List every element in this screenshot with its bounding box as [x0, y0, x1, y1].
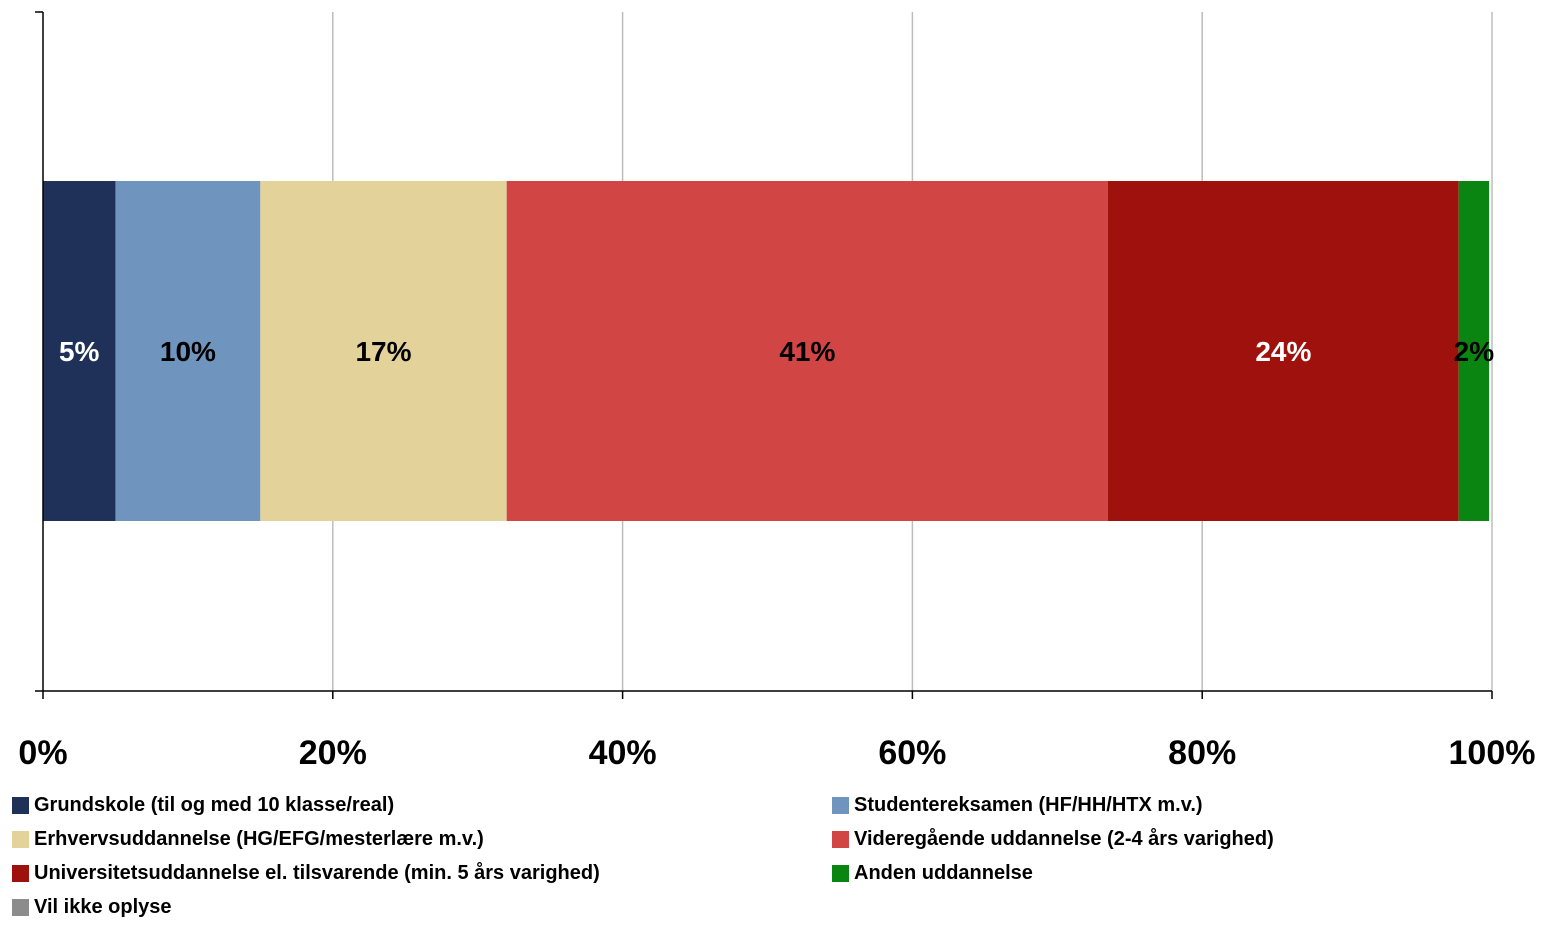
x-tick-label: 60% — [878, 734, 946, 772]
bar-segments — [43, 181, 1490, 521]
legend-item: Erhvervsuddannelse (HG/EFG/mesterlære m.… — [12, 824, 484, 854]
data-label: 24% — [1255, 336, 1311, 367]
legend-swatch — [12, 898, 29, 916]
bar-segment — [1108, 181, 1459, 521]
legend-label: Videregående uddannelse (2-4 års varighe… — [854, 827, 1274, 850]
legend-label: Erhvervsuddannelse (HG/EFG/mesterlære m.… — [34, 827, 484, 850]
legend-item: Vil ikke oplyse — [12, 892, 172, 922]
legend-swatch — [12, 864, 29, 882]
data-label: 10% — [160, 336, 216, 367]
bar-segment — [115, 181, 261, 521]
legend-label: Universitetsuddannelse el. tilsvarende (… — [34, 861, 600, 884]
legend-swatch — [832, 864, 849, 882]
legend-item: Videregående uddannelse (2-4 års varighe… — [832, 824, 1274, 854]
bar-segment — [260, 181, 507, 521]
data-label: 17% — [355, 336, 411, 367]
bar-segment — [1458, 181, 1490, 521]
x-tick-labels: 0% 20% 40% 60% 80% 100% — [18, 734, 1535, 772]
legend-item: Anden uddannelse — [832, 858, 1033, 888]
data-label: 41% — [779, 336, 835, 367]
x-tick-label: 20% — [299, 734, 367, 772]
data-label: 5% — [59, 336, 100, 367]
x-tick-label: 0% — [18, 734, 67, 772]
legend-swatch — [12, 796, 29, 814]
legend-swatch — [12, 830, 29, 848]
legend-label: Vil ikke oplyse — [34, 895, 172, 918]
data-label: 2% — [1454, 336, 1495, 367]
data-labels: 5% 10% 17% 41% 24% 2% — [59, 336, 1494, 367]
legend-swatch — [832, 830, 849, 848]
legend-item: Grundskole (til og med 10 klasse/real) — [12, 790, 394, 820]
legend-item: Studentereksamen (HF/HH/HTX m.v.) — [832, 790, 1203, 820]
bar-segment — [506, 181, 1109, 521]
legend-label: Studentereksamen (HF/HH/HTX m.v.) — [854, 793, 1203, 816]
legend-label: Grundskole (til og med 10 klasse/real) — [34, 793, 395, 816]
x-tick-label: 100% — [1449, 734, 1536, 772]
legend-label: Anden uddannelse — [854, 861, 1033, 884]
x-tick-label: 40% — [589, 734, 657, 772]
legend: Grundskole (til og med 10 klasse/real) St… — [12, 790, 1542, 930]
stacked-bar-chart: 5% 10% 17% 41% 24% 2% 0% 20% 40% 60% 80% 100% — [18, 11, 1535, 772]
bar-segment — [43, 181, 116, 521]
legend-item: Universitetsuddannelse el. tilsvarende (… — [12, 858, 600, 888]
legend-swatch — [832, 796, 849, 814]
x-tick-label: 80% — [1168, 734, 1236, 772]
axes — [35, 11, 1493, 699]
